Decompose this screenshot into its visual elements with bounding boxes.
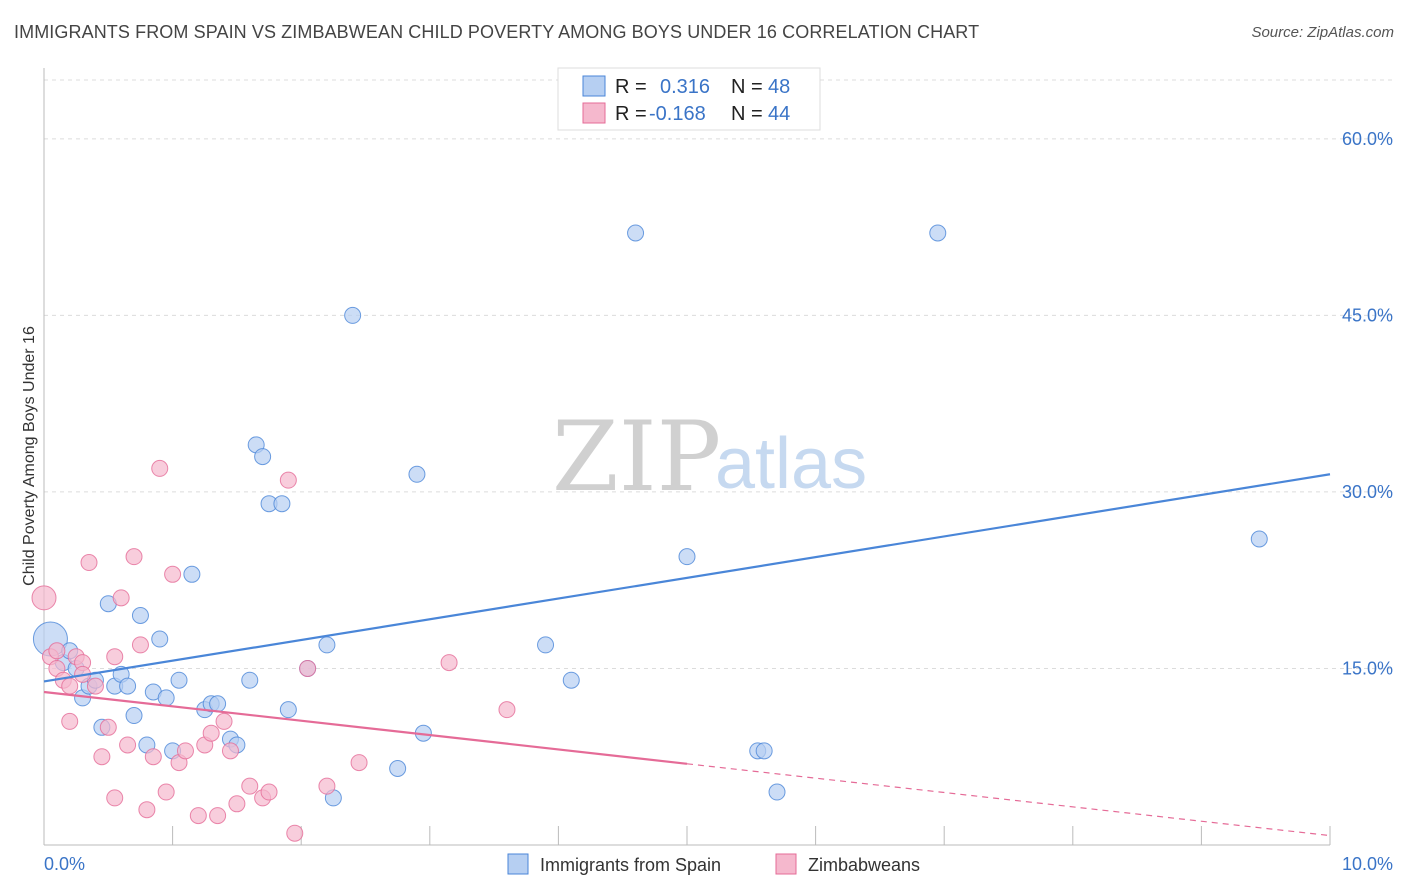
point-spain: [678, 548, 696, 566]
point-zimbabwe: [138, 801, 156, 819]
point-spain: [344, 306, 362, 324]
x-tick-label: 10.0%: [1342, 854, 1393, 874]
point-zimbabwe: [31, 585, 57, 611]
bottom-legend-swatch-zimbabwe: [775, 853, 797, 875]
legend-n-value-spain: 48: [768, 76, 790, 98]
point-spain: [1250, 530, 1268, 548]
point-zimbabwe: [241, 777, 259, 795]
point-spain: [768, 783, 786, 801]
point-spain: [183, 565, 201, 583]
point-zimbabwe: [202, 724, 220, 742]
watermark: ZIP atlas: [552, 401, 867, 513]
point-zimbabwe: [209, 807, 227, 825]
point-zimbabwe: [106, 648, 124, 666]
point-spain: [537, 636, 555, 654]
x-tick-label: 0.0%: [44, 854, 85, 874]
point-spain: [273, 495, 291, 513]
point-zimbabwe: [119, 736, 137, 754]
point-zimbabwe: [260, 783, 278, 801]
point-spain: [562, 671, 580, 689]
point-spain: [254, 448, 272, 466]
watermark-atlas: atlas: [715, 424, 867, 504]
point-zimbabwe: [61, 712, 79, 730]
point-spain: [627, 224, 645, 242]
legend-r-value-spain: 0.316: [660, 76, 710, 98]
point-spain: [279, 701, 297, 719]
legend-swatch-spain: [582, 75, 606, 97]
point-spain: [241, 671, 259, 689]
y-tick-label: 15.0%: [1342, 658, 1393, 678]
point-zimbabwe: [440, 654, 458, 672]
point-zimbabwe: [228, 795, 246, 813]
point-spain: [131, 607, 149, 624]
legend-n-value-zimbabwe: 44: [768, 103, 790, 125]
bottom-legend-swatch-spain: [507, 853, 529, 875]
point-zimbabwe: [61, 677, 79, 695]
point-zimbabwe: [221, 742, 239, 760]
bottom-legend: Immigrants from Spain Zimbabweans: [507, 853, 920, 875]
point-spain: [157, 689, 175, 707]
watermark-zip: ZIP: [552, 401, 721, 513]
point-zimbabwe: [151, 459, 169, 477]
point-zimbabwe: [131, 636, 149, 654]
point-zimbabwe: [106, 789, 124, 807]
point-spain: [318, 636, 336, 654]
point-zimbabwe: [176, 742, 194, 760]
point-zimbabwe: [215, 712, 233, 730]
point-spain: [389, 760, 407, 777]
point-spain: [170, 671, 188, 689]
chart-title: IMMIGRANTS FROM SPAIN VS ZIMBABWEAN CHIL…: [14, 22, 980, 42]
legend-r-label-zimbabwe: R =: [615, 103, 647, 125]
trend-line-zimbabwe-extrapolated: [686, 763, 1331, 837]
point-spain: [209, 695, 227, 713]
point-zimbabwe: [286, 824, 304, 842]
point-spain: [125, 707, 143, 725]
trend-line-spain: [43, 473, 1331, 683]
point-zimbabwe: [318, 777, 336, 795]
legend-n-label-zimbabwe: N =: [731, 103, 763, 125]
point-zimbabwe: [299, 659, 317, 677]
point-zimbabwe: [144, 748, 162, 766]
y-tick-label: 60.0%: [1342, 129, 1393, 149]
point-zimbabwe: [279, 471, 297, 489]
bottom-legend-label-spain: Immigrants from Spain: [540, 855, 721, 875]
y-tick-label: 45.0%: [1342, 305, 1393, 325]
point-zimbabwe: [157, 783, 175, 801]
y-tick-label: 30.0%: [1342, 482, 1393, 502]
point-zimbabwe: [93, 748, 111, 766]
point-spain: [408, 465, 426, 483]
point-zimbabwe: [125, 548, 143, 566]
point-zimbabwe: [99, 718, 117, 736]
legend-swatch-zimbabwe: [582, 102, 606, 124]
legend-box: R = 0.316 N = 48 R = -0.168 N = 44: [557, 67, 821, 131]
point-zimbabwe: [48, 642, 66, 660]
data-points: [31, 224, 1268, 842]
point-zimbabwe: [112, 589, 130, 607]
legend-r-value-zimbabwe: -0.168: [649, 103, 706, 125]
point-spain: [119, 677, 137, 695]
trend-line-zimbabwe: [43, 690, 688, 765]
legend-r-label-spain: R =: [615, 76, 647, 98]
point-zimbabwe: [498, 701, 516, 719]
point-zimbabwe: [80, 554, 98, 572]
trend-lines: [43, 473, 1331, 837]
point-spain: [755, 742, 773, 760]
point-zimbabwe: [189, 807, 207, 825]
tick-labels: 15.0% 30.0% 45.0% 60.0% 0.0% 10.0%: [44, 129, 1393, 874]
grid-lines: [44, 79, 1395, 669]
point-zimbabwe: [164, 565, 182, 583]
legend-n-label-spain: N =: [731, 76, 763, 98]
point-spain: [151, 630, 169, 648]
bottom-legend-label-zimbabwe: Zimbabweans: [808, 855, 920, 875]
source-label: Source: ZipAtlas.com: [1251, 24, 1394, 41]
point-zimbabwe: [86, 677, 104, 695]
point-zimbabwe: [350, 754, 368, 772]
point-spain: [929, 224, 947, 242]
